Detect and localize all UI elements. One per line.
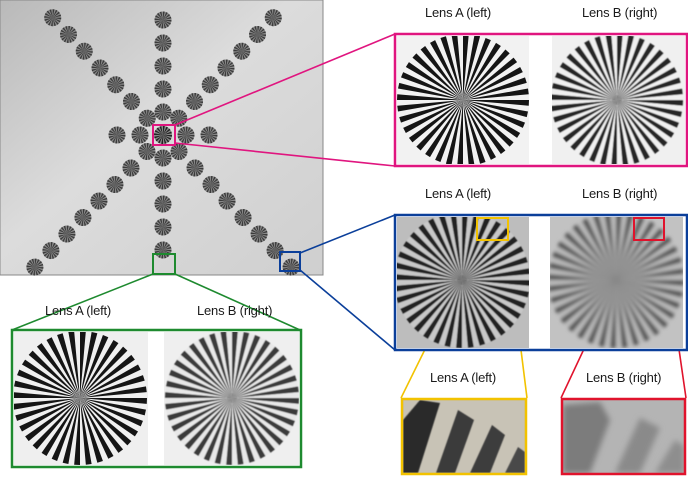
star-dot (154, 103, 172, 121)
blue-roi (279, 251, 301, 272)
star-dot (58, 225, 76, 243)
star-dot (154, 218, 172, 236)
green-zoom-panel (10, 328, 303, 469)
star-dot (107, 76, 125, 94)
star-dot (75, 42, 93, 60)
magenta-zoom-panel (393, 32, 688, 168)
green-roi (152, 253, 176, 275)
star-dot (218, 192, 236, 210)
star-dot (186, 92, 204, 110)
blue-lens-a-label: Lens A (left) (425, 186, 492, 201)
overview-image (0, 0, 324, 276)
star-dot (201, 76, 219, 94)
star-dot (74, 209, 92, 227)
star-dot (108, 126, 126, 144)
green-lens-a-label: Lens A (left) (45, 303, 112, 318)
star-dot (131, 126, 149, 144)
star-chart-grid (26, 9, 300, 276)
star-dot (250, 225, 268, 243)
star-dot (154, 34, 172, 52)
star-target-lens-a (397, 36, 529, 164)
star-dot (154, 126, 172, 144)
star-target-lens-b (552, 36, 683, 164)
star-dot (202, 176, 220, 194)
star-dot (91, 59, 109, 77)
star-dot (177, 126, 195, 144)
green-lens-b-label: Lens B (right) (197, 303, 273, 318)
star-target-lens-a (397, 217, 529, 348)
star-dot (154, 149, 172, 167)
star-dot (217, 59, 235, 77)
magenta-roi (152, 124, 176, 146)
star-dot (249, 25, 267, 43)
star-dot (59, 25, 77, 43)
star-target-lens-b (165, 332, 299, 465)
star-dot (200, 126, 218, 144)
magenta-lens-b-label: Lens B (right) (582, 5, 658, 20)
star-dot (186, 159, 204, 177)
star-dot (282, 258, 300, 276)
star-dot (42, 242, 60, 260)
star-target-lens-b (550, 217, 683, 348)
star-dot (138, 109, 156, 127)
blue-zoom-panel (393, 213, 688, 352)
yellow-lens-a-label: Lens A (left) (430, 370, 497, 385)
star-dot (44, 9, 62, 27)
star-dot (154, 241, 172, 259)
star-dot (154, 80, 172, 98)
star-dot (154, 172, 172, 190)
star-dot (122, 92, 140, 110)
star-dot (266, 242, 284, 260)
star-dot (26, 258, 44, 276)
star-dot (138, 143, 156, 161)
star-dot (154, 11, 172, 29)
star-dot (106, 176, 124, 194)
blue-lens-b-label: Lens B (right) (582, 186, 658, 201)
magenta-lens-a-label: Lens A (left) (425, 5, 492, 20)
red-roi (633, 217, 665, 241)
yellow-roi (476, 217, 509, 241)
star-dot (170, 143, 188, 161)
yellow-zoom-panel (400, 397, 528, 476)
red-lens-b-label: Lens B (right) (586, 370, 662, 385)
star-dot (233, 42, 251, 60)
star-target-lens-a (14, 332, 147, 465)
star-dot (264, 9, 282, 27)
star-dot (154, 195, 172, 213)
star-dot (90, 192, 108, 210)
star-dot (154, 57, 172, 75)
star-dot (122, 159, 140, 177)
red-zoom-panel (560, 397, 687, 476)
star-dot (234, 209, 252, 227)
